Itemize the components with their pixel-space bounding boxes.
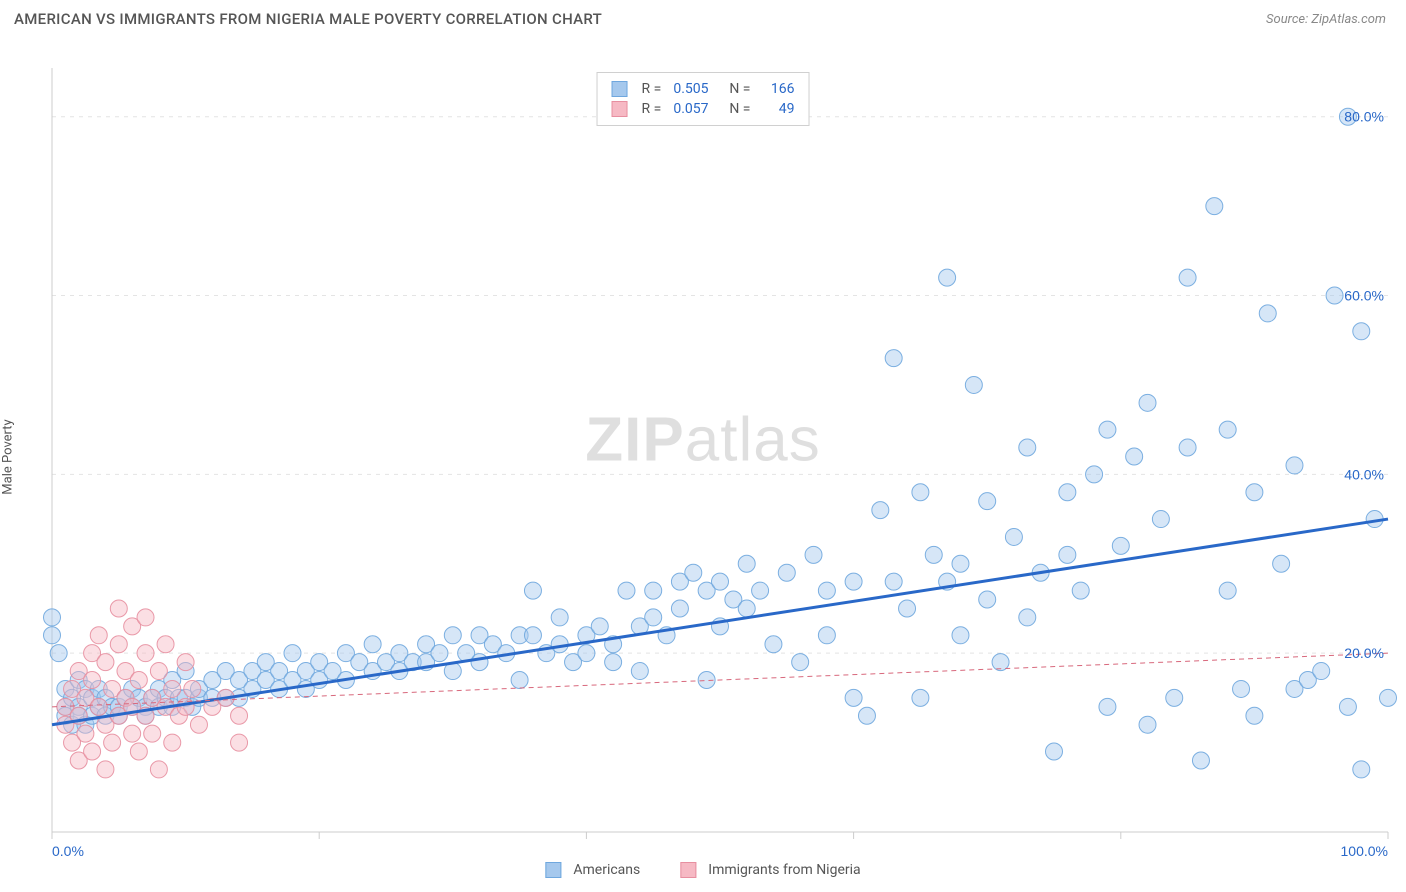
source-attribution: Source: ZipAtlas.com [1266, 12, 1386, 27]
stat-n-value: 166 [762, 81, 794, 97]
svg-text:80.0%: 80.0% [1344, 109, 1384, 125]
stat-r-value: 0.057 [673, 101, 719, 117]
legend-swatch [612, 101, 628, 117]
stat-r-value: 0.505 [673, 81, 719, 97]
svg-text:20.0%: 20.0% [1344, 645, 1384, 661]
svg-text:40.0%: 40.0% [1344, 466, 1384, 482]
stat-r-label: R = [642, 81, 662, 97]
stat-r-label: R = [642, 101, 662, 117]
chart-area: Male Poverty ZIPatlas 0.0%100.0%20.0%40.… [0, 32, 1406, 882]
y-axis-label: Male Poverty [1, 419, 16, 494]
svg-text:0.0%: 0.0% [52, 843, 84, 859]
stats-row: R = 0.057 N = 49 [612, 99, 795, 119]
svg-text:60.0%: 60.0% [1344, 288, 1384, 304]
legend-swatch [612, 81, 628, 97]
legend-item: Immigrants from Nigeria [680, 862, 860, 878]
svg-text:100.0%: 100.0% [1341, 843, 1388, 859]
legend-label: Americans [573, 862, 640, 878]
legend-swatch [545, 862, 561, 878]
stat-n-label: N = [729, 101, 750, 117]
bottom-legend: Americans Immigrants from Nigeria [545, 862, 860, 878]
legend-item: Americans [545, 862, 640, 878]
scatter-chart: 0.0% 100.0% 20.0% 40.0% 60.0% 80.0% [0, 32, 1406, 882]
stat-n-label: N = [729, 81, 750, 97]
chart-title: AMERICAN VS IMMIGRANTS FROM NIGERIA MALE… [14, 10, 602, 28]
legend-label: Immigrants from Nigeria [708, 862, 860, 878]
header: AMERICAN VS IMMIGRANTS FROM NIGERIA MALE… [0, 0, 1406, 32]
stats-legend: R = 0.505 N = 166 R = 0.057 N = 49 [597, 72, 810, 126]
stats-row: R = 0.505 N = 166 [612, 79, 795, 99]
stat-n-value: 49 [762, 101, 794, 117]
legend-swatch [680, 862, 696, 878]
